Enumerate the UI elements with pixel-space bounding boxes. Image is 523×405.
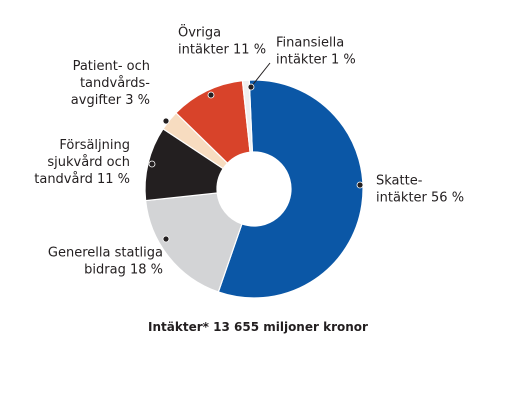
label-line-patientavgifter-1: tandvårds- (80, 76, 150, 91)
label-line-forsaljning-0: Försäljning (59, 138, 130, 153)
labels-group: Skatte-intäkter 56 % Generella statliga bi… (34, 24, 464, 278)
label-line-skatt-0: Skatte- (376, 174, 423, 189)
leader-dot-statsbidrag (162, 235, 170, 243)
slice-statsbidrag (144, 192, 243, 293)
slices-group (144, 79, 364, 299)
label-line-skatt-1: intäkter 56 % (376, 191, 464, 206)
label-line-forsaljning-1: sjukvård och (47, 155, 130, 170)
leaders-group (148, 62, 364, 243)
label-line-ovriga-1: intäkter 11 % (178, 43, 266, 58)
leader-dot-finansiella (247, 83, 255, 91)
chart-caption: Intäkter* 13 655 miljoner kronor (148, 320, 368, 334)
label-line-forsaljning-2: tandvård 11 % (34, 172, 130, 187)
label-line-patientavgifter-2: avgifter 3 % (71, 93, 150, 108)
label-line-ovriga-0: Övriga (178, 24, 221, 41)
label-finansiella: Finansiella intäkter 1 % (276, 36, 356, 68)
leader-dot-ovriga (207, 91, 215, 99)
label-line-finansiella-0: Finansiella (276, 36, 344, 51)
leader-dot-skatt (356, 181, 364, 189)
slice-finansiella (241, 79, 254, 153)
leader-dot-patientavgifter (162, 117, 170, 125)
label-ovriga: Övriga intäkter 11 % (178, 24, 266, 58)
leader-line-finansiella (250, 62, 271, 88)
label-forsaljning: Försäljning sjukvård och tandvård 11 % (34, 138, 130, 187)
leader-dot-forsaljning (148, 160, 156, 168)
label-line-statsbidrag-1: bidrag 18 % (84, 263, 163, 278)
slice-skatt (217, 79, 364, 299)
label-statsbidrag: Generella statliga bidrag 18 % (48, 246, 163, 278)
label-line-patientavgifter-0: Patient- och (73, 59, 150, 74)
label-line-statsbidrag-0: Generella statliga (48, 246, 163, 261)
label-skatt: Skatte-intäkter 56 % (376, 174, 464, 206)
label-patientavgifter: Patient- och tandvårds-avgifter 3 % (71, 59, 151, 108)
label-line-finansiella-1: intäkter 1 % (276, 53, 356, 68)
